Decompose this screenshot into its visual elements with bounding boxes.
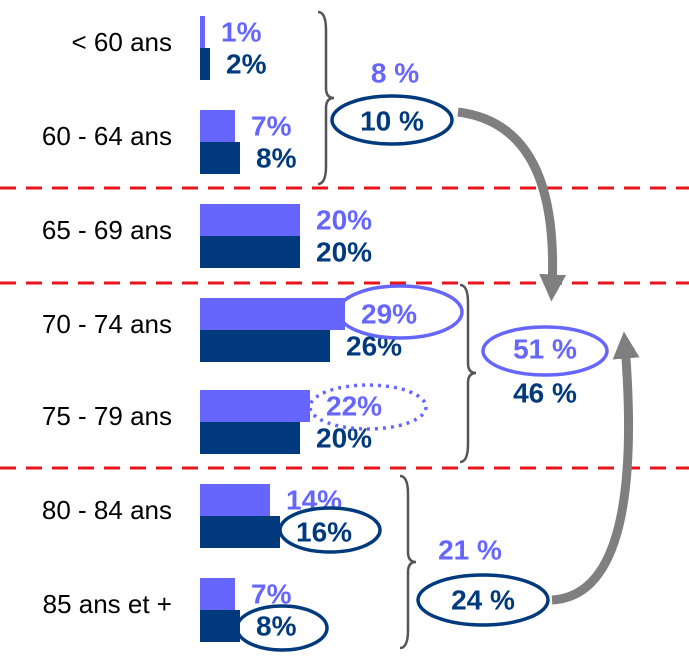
group-total: 24 % — [451, 584, 515, 615]
bar — [200, 610, 240, 642]
value-label: 7% — [251, 578, 292, 609]
category-label: 85 ans et + — [43, 589, 172, 619]
bar — [200, 204, 300, 236]
group-total: 46 % — [513, 377, 577, 408]
value-label: 1% — [221, 16, 262, 47]
bar — [200, 48, 210, 80]
category-label: 70 - 74 ans — [42, 309, 172, 339]
brace — [459, 283, 477, 464]
bar — [200, 16, 205, 48]
bar — [200, 236, 300, 268]
category-label: 65 - 69 ans — [42, 215, 172, 245]
brace — [317, 10, 335, 186]
value-label: 7% — [251, 110, 292, 141]
brace — [399, 474, 417, 650]
braces — [317, 10, 477, 650]
group-total: 51 % — [513, 333, 577, 364]
arrow — [551, 331, 640, 605]
bar — [200, 516, 280, 548]
value-label: 20% — [316, 204, 372, 235]
value-label: 20% — [316, 236, 372, 267]
arrows — [457, 107, 640, 605]
highlight-oval — [336, 284, 464, 340]
value-label: 29% — [361, 298, 417, 329]
bar — [200, 298, 345, 330]
arrow — [457, 107, 567, 302]
highlight-oval — [481, 325, 609, 377]
group-total: 8 % — [371, 57, 419, 88]
bar — [200, 330, 330, 362]
value-label: 2% — [226, 48, 267, 79]
group-total: 21 % — [438, 534, 502, 565]
category-label: < 60 ans — [72, 27, 172, 57]
highlight-oval — [235, 604, 329, 652]
highlight-oval — [278, 506, 382, 554]
bar — [200, 484, 270, 516]
category-label: 80 - 84 ans — [42, 495, 172, 525]
bar — [200, 578, 235, 610]
value-label: 8% — [256, 610, 297, 641]
bar — [200, 110, 235, 142]
value-label: 22% — [326, 390, 382, 421]
value-label: 16% — [296, 516, 352, 547]
separators — [0, 186, 689, 470]
value-label: 8% — [256, 142, 297, 173]
bar — [200, 390, 310, 422]
bar — [200, 422, 300, 454]
category-label: 75 - 79 ans — [42, 401, 172, 431]
category-label: 60 - 64 ans — [42, 121, 172, 151]
group-total: 10 % — [360, 105, 424, 136]
highlight-oval — [308, 383, 428, 431]
bar — [200, 142, 240, 174]
highlight-oval — [416, 573, 550, 627]
highlight-oval — [330, 94, 454, 146]
